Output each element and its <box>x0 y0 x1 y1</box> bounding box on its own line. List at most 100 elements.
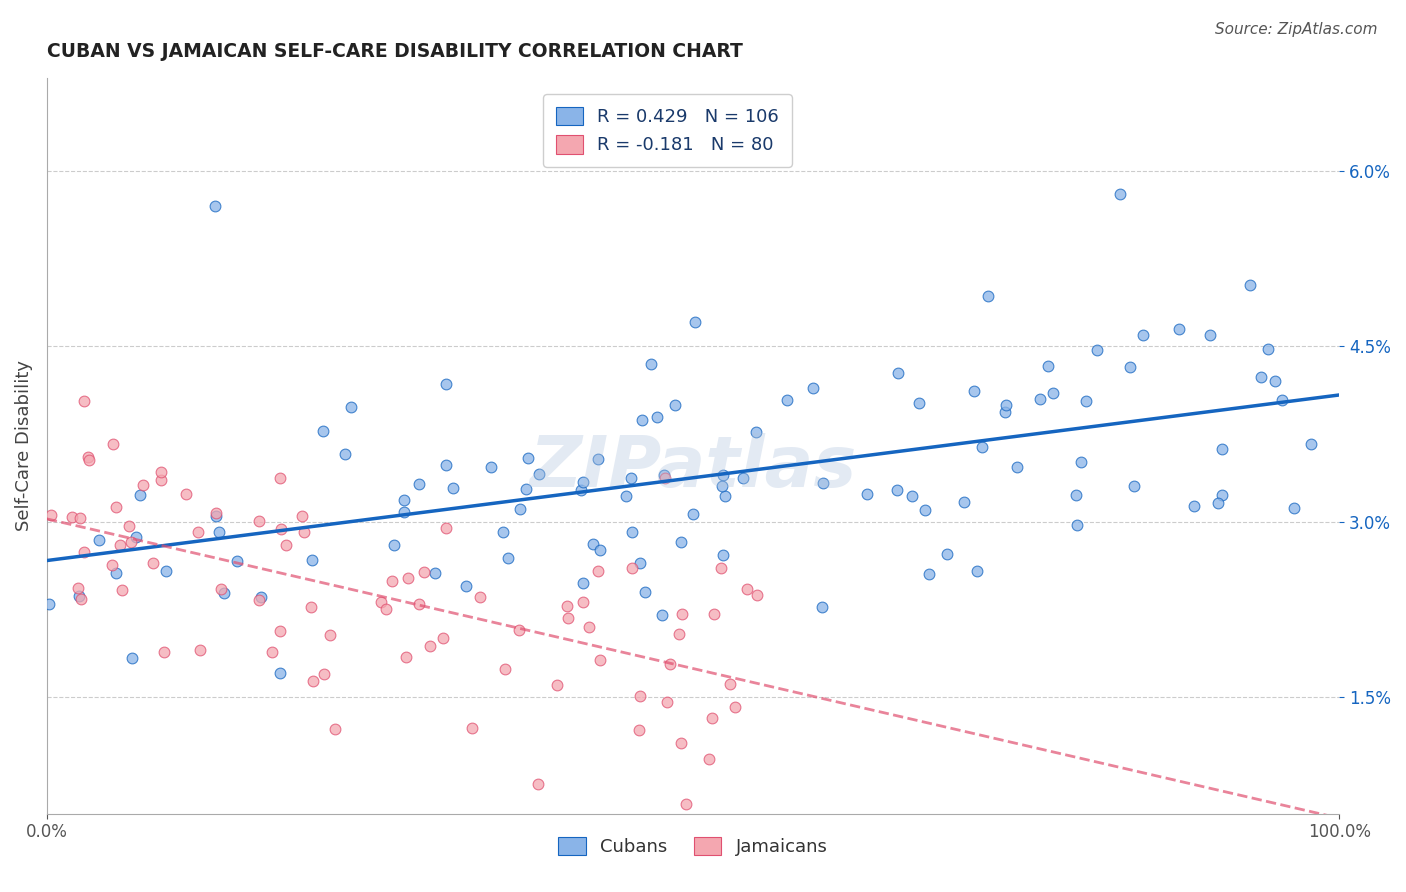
Text: CUBAN VS JAMAICAN SELF-CARE DISABILITY CORRELATION CHART: CUBAN VS JAMAICAN SELF-CARE DISABILITY C… <box>46 42 742 61</box>
Point <box>441 481 464 495</box>
Point <box>394 505 416 519</box>
Point <box>110 538 132 552</box>
Point <box>155 564 177 578</box>
Point <box>669 736 692 750</box>
Point <box>1042 385 1064 400</box>
Point <box>724 700 747 714</box>
Point <box>1271 392 1294 407</box>
Point <box>627 723 650 738</box>
Point <box>700 711 723 725</box>
Point <box>1182 499 1205 513</box>
Point <box>509 502 531 516</box>
Point <box>212 586 235 600</box>
Text: Source: ZipAtlas.com: Source: ZipAtlas.com <box>1215 22 1378 37</box>
Point <box>1005 459 1028 474</box>
Point <box>711 549 734 563</box>
Point <box>1070 454 1092 468</box>
Point <box>664 398 686 412</box>
Point <box>73 545 96 559</box>
Point <box>209 582 232 597</box>
Point <box>935 547 957 561</box>
Point <box>188 642 211 657</box>
Point <box>527 777 550 791</box>
Point <box>67 589 90 603</box>
Point <box>628 557 651 571</box>
Point <box>1239 277 1261 292</box>
Point <box>735 582 758 596</box>
Point <box>396 571 419 585</box>
Point <box>434 521 457 535</box>
Point <box>456 579 478 593</box>
Point <box>260 645 283 659</box>
Point <box>572 475 595 489</box>
Point <box>801 381 824 395</box>
Point <box>970 440 993 454</box>
Point <box>301 552 323 566</box>
Point <box>697 752 720 766</box>
Point <box>589 653 612 667</box>
Point <box>339 400 361 414</box>
Point <box>776 393 799 408</box>
Point <box>468 590 491 604</box>
Point <box>546 677 568 691</box>
Point <box>669 534 692 549</box>
Point <box>952 494 974 508</box>
Text: ZIPatlas: ZIPatlas <box>530 434 856 502</box>
Point <box>118 519 141 533</box>
Point <box>811 476 834 491</box>
Point <box>555 599 578 614</box>
Point <box>578 620 600 634</box>
Point <box>711 479 734 493</box>
Point <box>515 482 537 496</box>
Point <box>1085 343 1108 357</box>
Point <box>205 506 228 520</box>
Point <box>226 553 249 567</box>
Point <box>38 597 60 611</box>
Point <box>1132 328 1154 343</box>
Point <box>333 447 356 461</box>
Point <box>1299 437 1322 451</box>
Point <box>132 477 155 491</box>
Point <box>381 574 404 588</box>
Point <box>69 510 91 524</box>
Point <box>631 413 654 427</box>
Point <box>204 199 226 213</box>
Point <box>1064 487 1087 501</box>
Point <box>290 508 312 523</box>
Point <box>101 558 124 572</box>
Point <box>658 657 681 672</box>
Point <box>1108 187 1130 202</box>
Point <box>668 626 690 640</box>
Point <box>302 673 325 688</box>
Point <box>529 467 551 481</box>
Point <box>628 689 651 703</box>
Point <box>900 490 922 504</box>
Point <box>994 405 1017 419</box>
Point <box>977 289 1000 303</box>
Point <box>1211 488 1233 502</box>
Point <box>174 487 197 501</box>
Point <box>412 566 434 580</box>
Point <box>1123 479 1146 493</box>
Point <box>150 465 173 479</box>
Point <box>408 476 430 491</box>
Point <box>745 425 768 440</box>
Point <box>652 468 675 483</box>
Point <box>149 473 172 487</box>
Point <box>492 524 515 539</box>
Point <box>654 471 676 485</box>
Point <box>572 575 595 590</box>
Point <box>886 483 908 497</box>
Point <box>713 489 735 503</box>
Point <box>395 649 418 664</box>
Point <box>292 525 315 540</box>
Point <box>311 424 333 438</box>
Point <box>918 567 941 582</box>
Point <box>269 666 291 681</box>
Point <box>105 500 128 515</box>
Point <box>586 451 609 466</box>
Point <box>640 357 662 371</box>
Point <box>887 366 910 380</box>
Point <box>1282 501 1305 516</box>
Point <box>508 623 530 637</box>
